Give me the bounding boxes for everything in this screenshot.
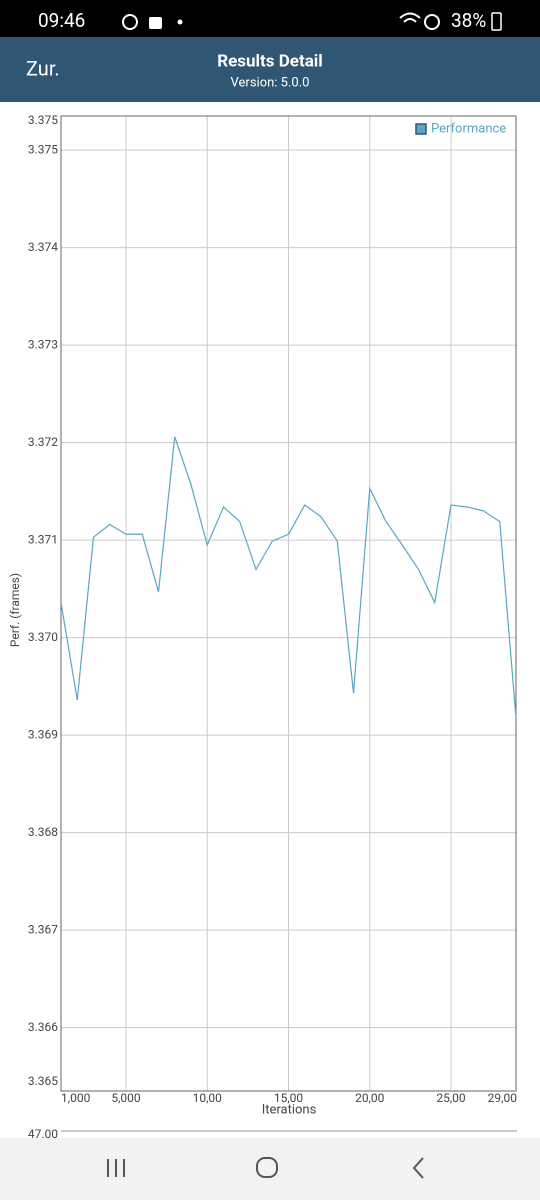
x-tick-label: 10,00 <box>193 1091 223 1105</box>
nav-back[interactable] <box>412 1157 424 1179</box>
header-title: Results Detail <box>217 51 323 71</box>
battery-text: 38% <box>451 9 486 32</box>
y-tick-label: 3.370 <box>28 630 58 644</box>
dot-icon <box>177 19 183 25</box>
y-tick-label: 3.367 <box>28 922 58 936</box>
bag-icon <box>149 17 162 29</box>
y-tick-label: 3.365 <box>28 1074 58 1088</box>
x-axis-label: Iterations <box>262 1102 317 1117</box>
y-tick-label: 3.366 <box>28 1020 58 1034</box>
next-chart-tick: 47.00 <box>28 1127 58 1141</box>
legend-label: Performance <box>431 121 506 136</box>
legend-swatch <box>415 123 427 135</box>
y-tick-label: 3.375 <box>28 142 58 156</box>
nav-recent[interactable] <box>107 1159 125 1177</box>
status-time: 09:46 <box>38 9 85 32</box>
data-line <box>60 436 517 718</box>
x-tick-label: 5,000 <box>111 1091 141 1105</box>
y-tick-label: 3.369 <box>28 727 58 741</box>
x-tick-label: 25,00 <box>436 1091 466 1105</box>
nav-home[interactable] <box>256 1157 278 1178</box>
x-tick-label: 20,00 <box>355 1091 385 1105</box>
header-subtitle: Version: 5.0.0 <box>231 75 310 90</box>
back-button[interactable]: Zur. <box>26 56 60 80</box>
nav-bar <box>0 1138 540 1200</box>
status-bar <box>0 0 540 37</box>
dnd-icon <box>122 14 138 30</box>
y-tick-label: 3.375 <box>28 113 58 127</box>
y-axis-label: Perf. (frames) <box>8 573 22 647</box>
y-tick-label: 3.373 <box>28 337 58 351</box>
wifi-icon <box>399 12 421 23</box>
x-tick-label: 15,00 <box>274 1091 304 1105</box>
x-tick-label: 29,00 <box>488 1091 518 1105</box>
battery-icon <box>491 12 502 31</box>
y-tick-label: 3.368 <box>28 825 58 839</box>
block-icon <box>424 14 440 30</box>
y-tick-label: 3.371 <box>28 532 58 546</box>
x-tick-label: 1,000 <box>61 1091 91 1105</box>
header <box>0 37 540 102</box>
y-tick-label: 3.374 <box>28 240 58 254</box>
y-tick-label: 3.372 <box>28 435 58 449</box>
